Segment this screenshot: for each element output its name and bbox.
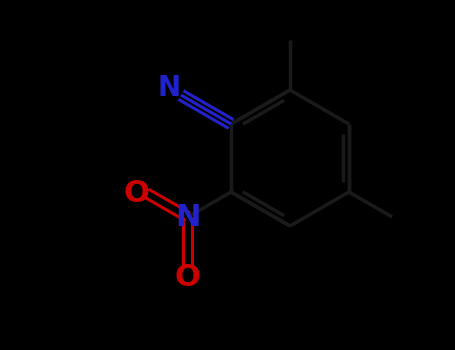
Text: N: N <box>157 74 180 102</box>
Text: N: N <box>175 203 201 231</box>
Text: O: O <box>123 178 149 208</box>
Text: O: O <box>175 262 201 292</box>
